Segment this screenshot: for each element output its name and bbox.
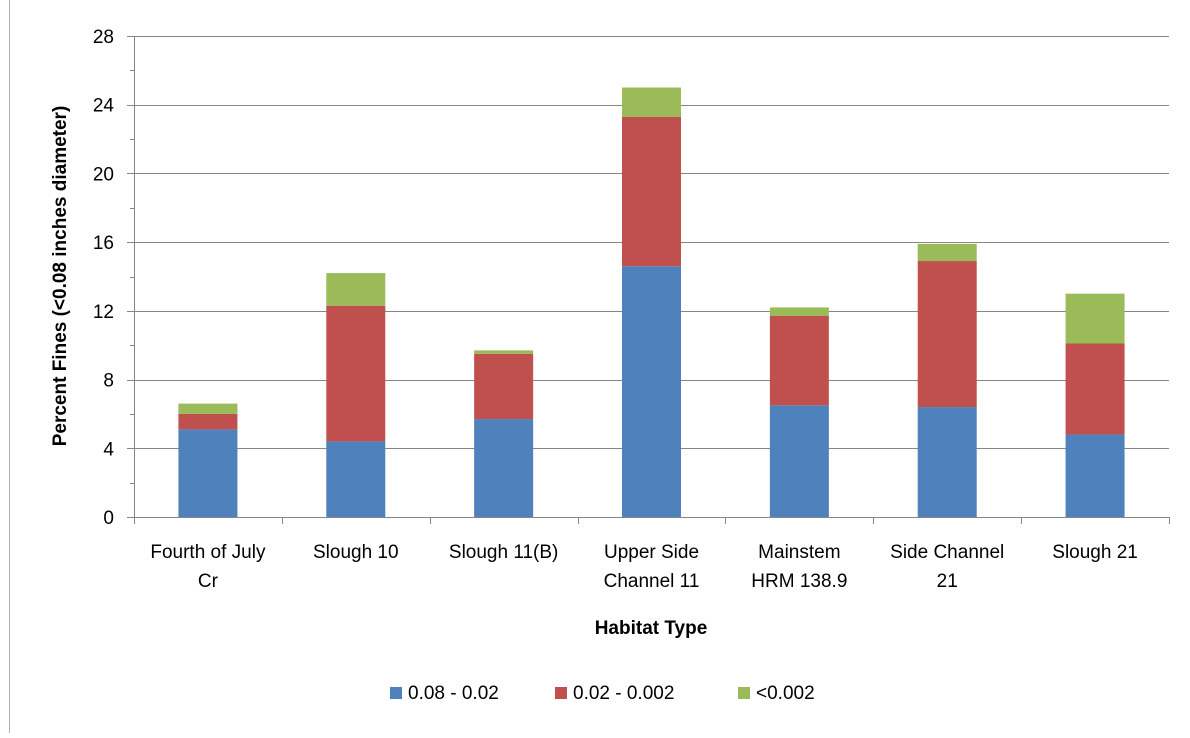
x-category-label: 21	[937, 571, 958, 592]
bar-segment-series2-cat0	[178, 403, 238, 414]
y-tick-label-28: 28	[93, 27, 114, 48]
bar-segment-series1-cat4	[769, 316, 829, 406]
y-tick-label-8: 8	[103, 371, 114, 392]
bar-segment-series2-cat4	[769, 307, 829, 317]
x-category-label: Side Channel	[890, 542, 1004, 563]
legend-label-1: 0.02 - 0.002	[573, 683, 674, 704]
x-category-labels: Fourth of July Cr Slough 10 Slough 11(B) Upp…	[150, 542, 1137, 592]
legend-label-0: 0.08 - 0.02	[408, 683, 499, 704]
x-category-label: Channel 11	[604, 571, 700, 592]
bar-segment-series0-cat5	[917, 407, 977, 517]
bars	[178, 87, 1125, 517]
bar-segment-series2-cat6	[1065, 293, 1125, 344]
x-category-label: Mainstem	[758, 542, 840, 563]
bar-segment-series0-cat0	[178, 429, 238, 517]
bar-segment-series2-cat3	[622, 87, 681, 117]
x-category-label: HRM 138.9	[751, 571, 847, 592]
bar-segment-series1-cat3	[622, 116, 681, 267]
x-category-label: Slough 10	[313, 542, 399, 563]
x-category-label: Slough 21	[1052, 542, 1138, 563]
bar-segment-series1-cat1	[326, 305, 386, 442]
x-category-label: Slough 11(B)	[449, 542, 559, 563]
bar-segment-series0-cat6	[1065, 434, 1125, 517]
legend-swatch-2	[738, 687, 750, 699]
x-category-label: Upper Side	[604, 542, 699, 563]
legend: 0.08 - 0.02 0.02 - 0.002 <0.002	[390, 683, 815, 704]
bar-segment-series0-cat4	[769, 405, 829, 517]
bar-segment-series2-cat2	[474, 350, 534, 354]
x-category-label: Cr	[198, 571, 219, 592]
bar-segment-series0-cat3	[622, 266, 681, 517]
y-tick-label-24: 24	[93, 96, 115, 117]
y-tick-label-4: 4	[103, 439, 114, 460]
y-tick-label-0: 0	[103, 508, 114, 529]
bar-segment-series1-cat0	[178, 413, 238, 430]
bar-segment-series1-cat5	[917, 261, 977, 408]
bar-segment-series0-cat2	[474, 419, 534, 517]
bar-segment-series0-cat1	[326, 441, 386, 517]
y-tick-labels: 0 4 8 12 16 20 24 28	[93, 27, 115, 529]
axes	[134, 36, 1170, 524]
bar-segment-series2-cat1	[326, 273, 386, 306]
bar-segment-series1-cat2	[474, 353, 534, 420]
y-tick-label-12: 12	[93, 302, 114, 323]
y-tick-label-16: 16	[93, 233, 114, 254]
legend-label-2: <0.002	[756, 683, 815, 704]
bar-segment-series1-cat6	[1065, 343, 1125, 435]
y-tick-label-20: 20	[93, 164, 114, 185]
legend-swatch-1	[555, 687, 567, 699]
x-category-label: Fourth of July	[150, 542, 266, 563]
bar-segment-series2-cat5	[917, 243, 977, 262]
legend-swatch-0	[390, 687, 402, 699]
y-minor-ticks	[130, 70, 134, 484]
y-axis-title: Percent Fines (<0.08 inches diameter)	[50, 106, 71, 447]
x-axis-title: Habitat Type	[595, 618, 708, 639]
